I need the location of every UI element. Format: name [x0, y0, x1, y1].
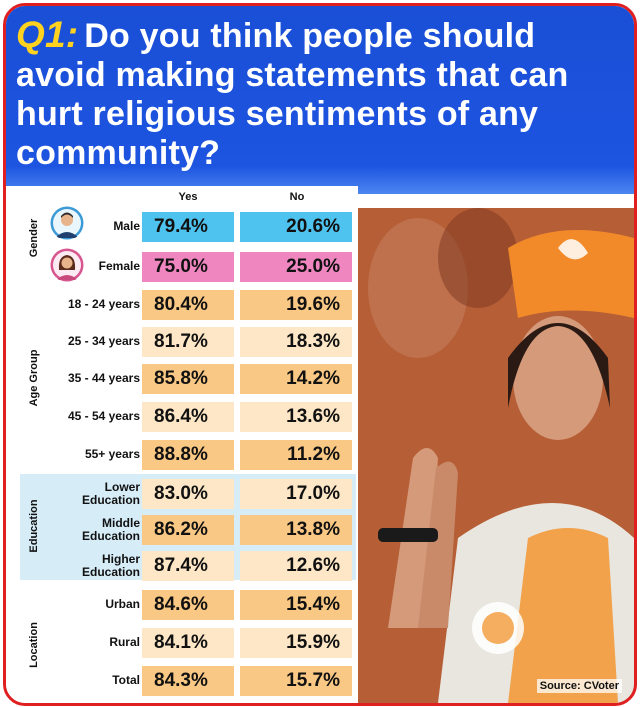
question-text: Do you think people should avoid making …: [16, 17, 569, 172]
results-table: Yes No Gender Age Group Education Locati…: [6, 186, 358, 703]
female-avatar-icon: [50, 248, 84, 282]
cell-no: 11.2%: [240, 440, 352, 470]
person-photo: Source: CVoter: [358, 208, 634, 703]
cell-no: 25.0%: [240, 252, 352, 282]
cell-no: 19.6%: [240, 290, 352, 320]
cell-yes: 88.8%: [142, 440, 234, 470]
cell-yes: 75.0%: [142, 252, 234, 282]
cell-no: 17.0%: [240, 479, 352, 509]
row-label: Female: [98, 259, 140, 273]
column-header-no: No: [289, 191, 305, 203]
cell-no: 13.8%: [240, 515, 352, 545]
cell-yes: 85.8%: [142, 364, 234, 394]
row-label: 55+ years: [84, 447, 140, 461]
cell-no: 13.6%: [240, 402, 352, 432]
cell-no: 20.6%: [240, 212, 352, 242]
cell-yes: 83.0%: [142, 479, 234, 509]
cell-yes: 81.7%: [142, 327, 234, 357]
cell-yes: 84.6%: [142, 590, 234, 620]
cell-no: 12.6%: [240, 551, 352, 581]
cell-yes: 84.3%: [142, 666, 234, 696]
row-label: Urban: [105, 597, 140, 611]
cell-yes: 80.4%: [142, 290, 234, 320]
photo-illustration: [358, 208, 634, 703]
row-label: 25 - 34 years: [67, 334, 140, 348]
row-label: 18 - 24 years: [67, 297, 140, 311]
group-label-gender: Gender: [28, 218, 40, 258]
group-label-education: Education: [28, 499, 40, 553]
question-header: Q1: Do you think people should avoid maki…: [6, 6, 634, 194]
infographic-frame: Q1: Do you think people should avoid maki…: [3, 3, 637, 706]
cell-no: 15.9%: [240, 628, 352, 658]
row-label: 35 - 44 years: [67, 371, 140, 385]
male-avatar-icon: [50, 206, 84, 240]
cell-no: 18.3%: [240, 327, 352, 357]
row-label: 45 - 54 years: [67, 409, 140, 423]
cell-yes: 86.2%: [142, 515, 234, 545]
cell-yes: 84.1%: [142, 628, 234, 658]
row-label: Lower Education: [81, 480, 140, 507]
cell-no: 14.2%: [240, 364, 352, 394]
row-label: Total: [112, 673, 140, 687]
cell-yes: 86.4%: [142, 402, 234, 432]
cell-yes: 87.4%: [142, 551, 234, 581]
column-header-yes: Yes: [178, 191, 198, 203]
cell-no: 15.7%: [240, 666, 352, 696]
row-label: Middle Education: [81, 516, 140, 543]
cell-no: 15.4%: [240, 590, 352, 620]
group-label-age: Age Group: [28, 349, 40, 407]
question-text-block: Q1: Do you think people should avoid maki…: [16, 15, 626, 173]
source-credit: Source: CVoter: [536, 679, 622, 693]
row-label: Higher Education: [81, 552, 140, 579]
group-label-location: Location: [28, 622, 40, 668]
row-label: Rural: [109, 635, 140, 649]
question-number: Q1:: [16, 14, 79, 55]
cell-yes: 79.4%: [142, 212, 234, 242]
row-label: Male: [113, 219, 140, 233]
